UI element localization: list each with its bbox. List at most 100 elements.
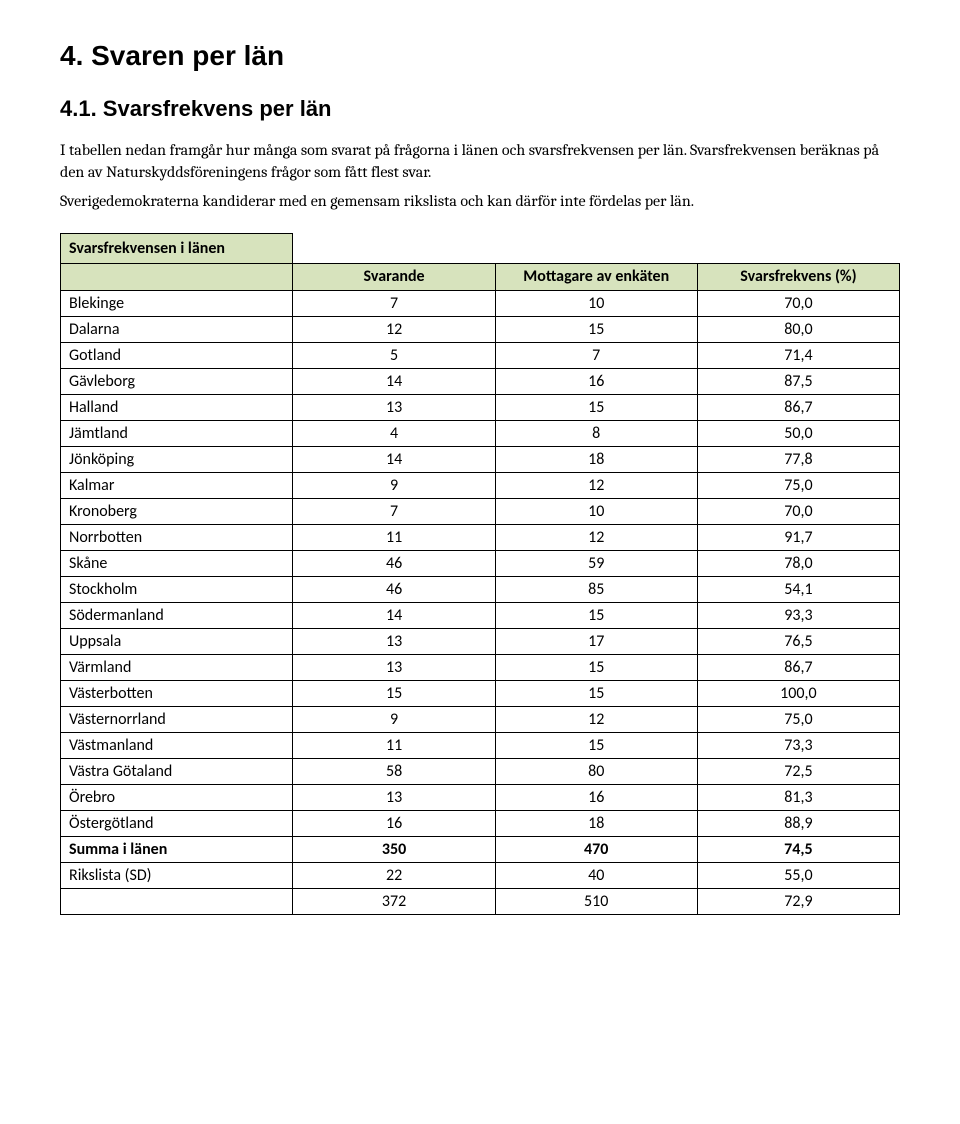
row-frekvens: 70,0 [697,291,899,317]
row-mottagare: 15 [495,317,697,343]
row-label: Östergötland [61,811,293,837]
table-row: Västra Götaland588072,5 [61,759,900,785]
row-label: Gävleborg [61,369,293,395]
table-row: Halland131586,7 [61,395,900,421]
row-mottagare: 18 [495,447,697,473]
row-svarande: 4 [293,421,495,447]
row-frekvens: 70,0 [697,499,899,525]
row-label: Västernorrland [61,707,293,733]
row-svarande: 11 [293,733,495,759]
row-label: Kronoberg [61,499,293,525]
table-row: Uppsala131776,5 [61,629,900,655]
row-svarande: 46 [293,577,495,603]
row-frekvens: 50,0 [697,421,899,447]
row-mottagare: 510 [495,889,697,915]
row-label: Stockholm [61,577,293,603]
row-svarande: 9 [293,707,495,733]
row-label: Värmland [61,655,293,681]
row-frekvens: 86,7 [697,395,899,421]
paragraph-2: Sverigedemokraterna kandiderar med en ge… [60,191,900,213]
heading-main: 4. Svaren per län [60,40,900,72]
row-svarande: 12 [293,317,495,343]
row-svarande: 7 [293,291,495,317]
row-mottagare: 7 [495,343,697,369]
row-label: Västmanland [61,733,293,759]
row-label: Jämtland [61,421,293,447]
row-svarande: 16 [293,811,495,837]
table-row: Västernorrland91275,0 [61,707,900,733]
row-label: Örebro [61,785,293,811]
row-svarande: 350 [293,837,495,863]
row-label: Södermanland [61,603,293,629]
row-frekvens: 72,9 [697,889,899,915]
row-frekvens: 93,3 [697,603,899,629]
row-label: Kalmar [61,473,293,499]
table-row: Blekinge71070,0 [61,291,900,317]
paragraph-1: I tabellen nedan framgår hur många som s… [60,140,900,183]
col-head-mottagare: Mottagare av enkäten [495,263,697,290]
row-svarande: 14 [293,603,495,629]
row-svarande: 14 [293,369,495,395]
col-head-frekvens: Svarsfrekvens (%) [697,263,899,290]
table-row: Jämtland4850,0 [61,421,900,447]
table-row: Skåne465978,0 [61,551,900,577]
row-svarande: 372 [293,889,495,915]
row-svarande: 58 [293,759,495,785]
table-header-row: Svarande Mottagare av enkäten Svarsfrekv… [61,263,900,290]
row-svarande: 15 [293,681,495,707]
row-mottagare: 12 [495,473,697,499]
table-row: Östergötland161888,9 [61,811,900,837]
table-row: Kalmar91275,0 [61,473,900,499]
row-label: Norrbotten [61,525,293,551]
blank-cell [293,233,495,263]
row-svarande: 11 [293,525,495,551]
row-label: Halland [61,395,293,421]
row-frekvens: 77,8 [697,447,899,473]
row-frekvens: 100,0 [697,681,899,707]
row-frekvens: 78,0 [697,551,899,577]
col-head-blank [61,263,293,290]
row-svarande: 22 [293,863,495,889]
row-svarande: 14 [293,447,495,473]
blank-cell [495,233,697,263]
table-title-cell: Svarsfrekvensen i länen [61,233,293,263]
row-frekvens: 87,5 [697,369,899,395]
row-svarande: 13 [293,629,495,655]
blank-cell [697,233,899,263]
row-mottagare: 18 [495,811,697,837]
table-row: Örebro131681,3 [61,785,900,811]
heading-sub: 4.1. Svarsfrekvens per län [60,96,900,122]
row-mottagare: 16 [495,785,697,811]
table-row: Stockholm468554,1 [61,577,900,603]
row-mottagare: 80 [495,759,697,785]
row-mottagare: 85 [495,577,697,603]
row-label: Gotland [61,343,293,369]
table-row: Gävleborg141687,5 [61,369,900,395]
row-label: Dalarna [61,317,293,343]
row-label: Västra Götaland [61,759,293,785]
row-label: Uppsala [61,629,293,655]
row-frekvens: 76,5 [697,629,899,655]
table-row: Värmland131586,7 [61,655,900,681]
row-frekvens: 71,4 [697,343,899,369]
row-label: Skåne [61,551,293,577]
row-label [61,889,293,915]
row-label: Jönköping [61,447,293,473]
row-frekvens: 54,1 [697,577,899,603]
row-mottagare: 15 [495,603,697,629]
row-mottagare: 10 [495,499,697,525]
col-head-svarande: Svarande [293,263,495,290]
row-frekvens: 91,7 [697,525,899,551]
row-mottagare: 12 [495,525,697,551]
row-frekvens: 75,0 [697,707,899,733]
row-svarande: 9 [293,473,495,499]
row-mottagare: 470 [495,837,697,863]
row-mottagare: 15 [495,733,697,759]
table-row: Jönköping141877,8 [61,447,900,473]
table-title-row: Svarsfrekvensen i länen [61,233,900,263]
row-mottagare: 16 [495,369,697,395]
row-mottagare: 15 [495,655,697,681]
row-mottagare: 40 [495,863,697,889]
table-row: Rikslista (SD)224055,0 [61,863,900,889]
row-frekvens: 73,3 [697,733,899,759]
